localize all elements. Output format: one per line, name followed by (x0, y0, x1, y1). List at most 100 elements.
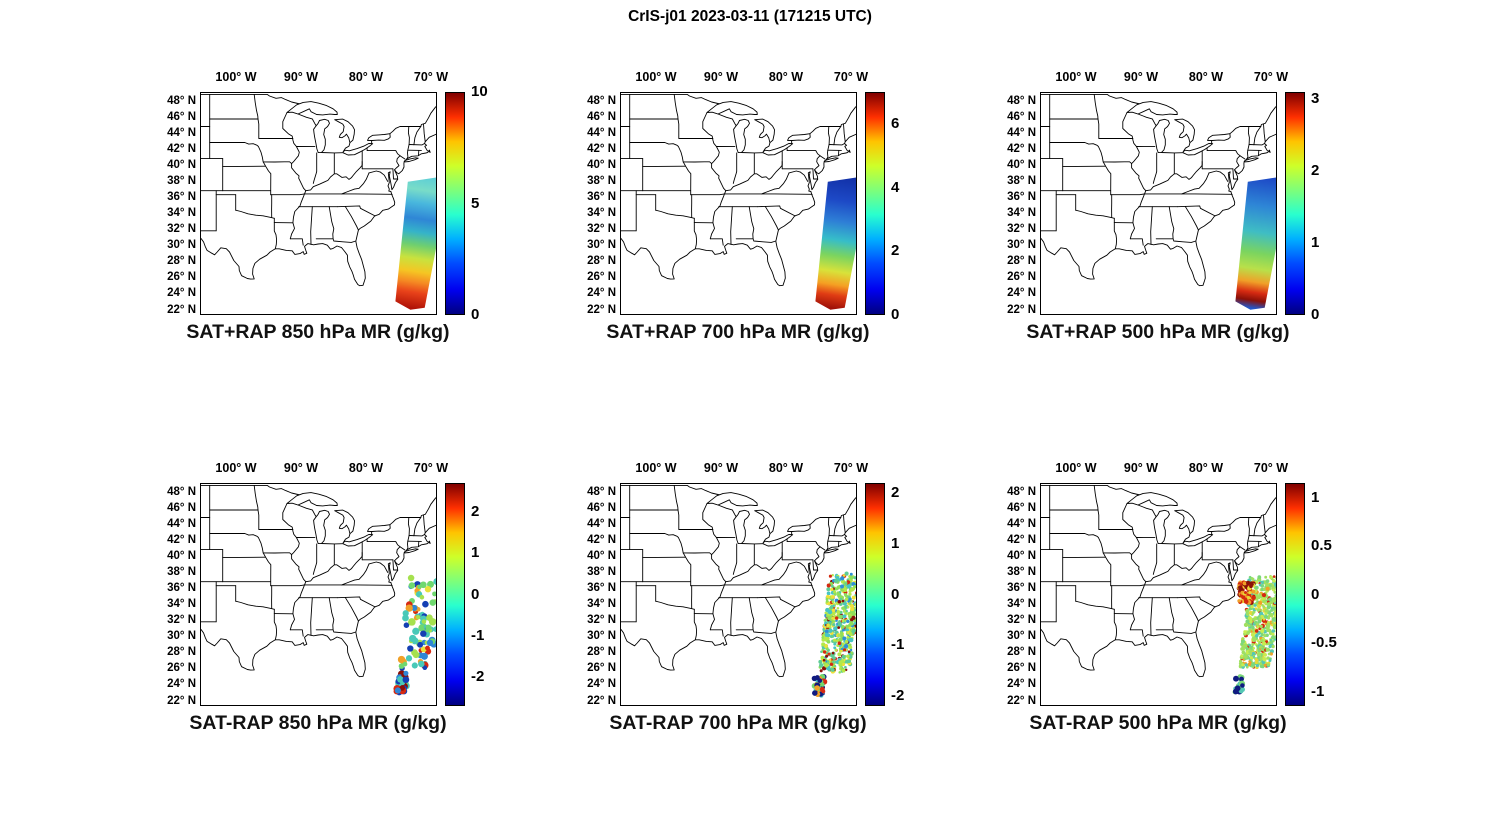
y-tick-label: 46° N (587, 111, 616, 123)
x-tick-label: 80° W (768, 70, 804, 84)
y-tick-label: 34° N (1007, 207, 1036, 220)
colorbar-tick-label: -1 (471, 626, 485, 644)
great-lakes (1126, 101, 1259, 163)
y-tick-label: 26° N (1007, 662, 1036, 675)
y-tick-label: 22° N (587, 694, 616, 707)
y-tick-label: 28° N (587, 255, 616, 268)
panel-title-sat-minus-rap-500: SAT-RAP 500 hPa MR (g/kg) (1029, 712, 1287, 734)
y-tick-label: 30° N (587, 630, 616, 643)
colorbar-tick-label: -1 (1311, 682, 1325, 700)
y-tick-label: 44° N (1007, 127, 1036, 139)
x-tick-label: 90° W (1123, 70, 1159, 84)
y-tick-label: 34° N (167, 598, 196, 611)
x-tick-label: 90° W (703, 461, 739, 475)
state-outlines (620, 93, 857, 287)
y-tick-label: 40° N (167, 550, 196, 563)
x-tick-label: 100° W (635, 70, 677, 84)
x-tick-label: 70° W (833, 461, 869, 475)
y-tick-label: 40° N (587, 550, 616, 563)
y-tick-label: 22° N (587, 303, 616, 316)
x-tick-label: 80° W (348, 461, 384, 475)
map-frame (620, 92, 857, 315)
x-tick-label: 100° W (215, 461, 257, 475)
y-tick-label: 38° N (1007, 175, 1036, 188)
panel-title-sat-minus-rap-700: SAT-RAP 700 hPa MR (g/kg) (609, 712, 867, 734)
panel-title-sat-plus-rap-850: SAT+RAP 850 hPa MR (g/kg) (186, 321, 450, 343)
x-tick-label: 80° W (768, 461, 804, 475)
y-tick-label: 40° N (1007, 550, 1036, 563)
data-swath (1235, 177, 1277, 310)
y-tick-label: 22° N (167, 694, 196, 707)
y-tick-label: 26° N (167, 271, 196, 284)
y-tick-label: 34° N (167, 207, 196, 220)
great-lakes (706, 101, 839, 163)
y-tick-label: 38° N (1007, 566, 1036, 579)
map-sat-plus-rap-850 (200, 92, 437, 315)
y-tick-label: 44° N (167, 127, 196, 139)
y-tick-label: 48° N (1007, 94, 1036, 107)
x-tick-label: 70° W (413, 461, 449, 475)
x-tick-label: 90° W (283, 70, 319, 84)
y-tick-label: 46° N (1007, 111, 1036, 123)
y-tick-label: 42° N (587, 143, 616, 156)
panel-title-sat-plus-rap-500: SAT+RAP 500 hPa MR (g/kg) (1026, 321, 1290, 343)
x-tick-label: 80° W (348, 70, 384, 84)
y-tick-label: 46° N (167, 502, 196, 514)
state-outlines (1040, 484, 1277, 678)
data-swath-dots (811, 571, 857, 698)
y-tick-label: 36° N (1007, 582, 1036, 595)
y-tick-label: 46° N (1007, 502, 1036, 514)
colorbar-tick-label: 4 (891, 178, 900, 196)
colorbar-tick-label: 0 (1311, 306, 1320, 323)
colorbar-tick-label: -2 (471, 668, 485, 686)
y-tick-label: 34° N (587, 207, 616, 220)
y-tick-label: 42° N (1007, 143, 1036, 156)
colorbar-tick-label: 10 (471, 83, 488, 100)
y-tick-label: 24° N (1007, 287, 1036, 300)
y-tick-label: 24° N (587, 287, 616, 300)
colorbar-tick-label: 1 (1311, 234, 1320, 252)
panel-title-sat-minus-rap-850: SAT-RAP 850 hPa MR (g/kg) (189, 712, 447, 734)
colorbar-tick-label: -0.5 (1311, 634, 1337, 651)
x-tick-label: 90° W (703, 70, 739, 84)
colorbar-tick-label: 0 (471, 306, 480, 323)
colorbar-tick-label: 2 (471, 502, 480, 520)
map-frame (1040, 483, 1277, 706)
y-tick-label: 38° N (167, 175, 196, 188)
great-lakes (286, 492, 419, 554)
map-sat-plus-rap-700 (620, 92, 857, 315)
colorbar-sat-minus-rap-850 (445, 483, 465, 706)
y-tick-label: 36° N (1007, 191, 1036, 204)
great-lakes (706, 492, 839, 554)
y-tick-label: 46° N (167, 111, 196, 123)
state-outlines (200, 93, 437, 287)
colorbar-tick-label: 1 (1311, 488, 1320, 506)
colorbar-tick-label: 2 (891, 484, 900, 502)
y-tick-label: 28° N (1007, 646, 1036, 659)
panel-title-sat-plus-rap-700: SAT+RAP 700 hPa MR (g/kg) (606, 321, 870, 343)
colorbar-tick-label: 0 (891, 306, 900, 323)
y-tick-label: 48° N (587, 485, 616, 498)
state-outlines (1040, 93, 1277, 287)
colorbar-tick-label: 1 (471, 544, 480, 562)
y-tick-label: 40° N (167, 159, 196, 172)
map-sat-minus-rap-850 (200, 483, 437, 706)
y-tick-label: 40° N (587, 159, 616, 172)
y-tick-label: 42° N (167, 143, 196, 156)
y-tick-label: 48° N (587, 94, 616, 107)
y-tick-label: 30° N (1007, 630, 1036, 643)
map-frame (620, 483, 857, 706)
colorbar-sat-plus-rap-850 (445, 92, 465, 315)
y-tick-label: 24° N (167, 287, 196, 300)
y-tick-label: 36° N (587, 191, 616, 204)
colorbar-tick-label: 3 (1311, 90, 1320, 108)
data-swath (395, 177, 437, 310)
map-sat-plus-rap-500 (1040, 92, 1277, 315)
x-tick-label: 100° W (635, 461, 677, 475)
figure-title: CrIS-j01 2023-03-11 (171215 UTC) (628, 8, 872, 25)
map-frame (200, 92, 437, 315)
x-tick-label: 70° W (413, 70, 449, 84)
map-frame (1040, 92, 1277, 315)
y-tick-label: 42° N (1007, 534, 1036, 547)
